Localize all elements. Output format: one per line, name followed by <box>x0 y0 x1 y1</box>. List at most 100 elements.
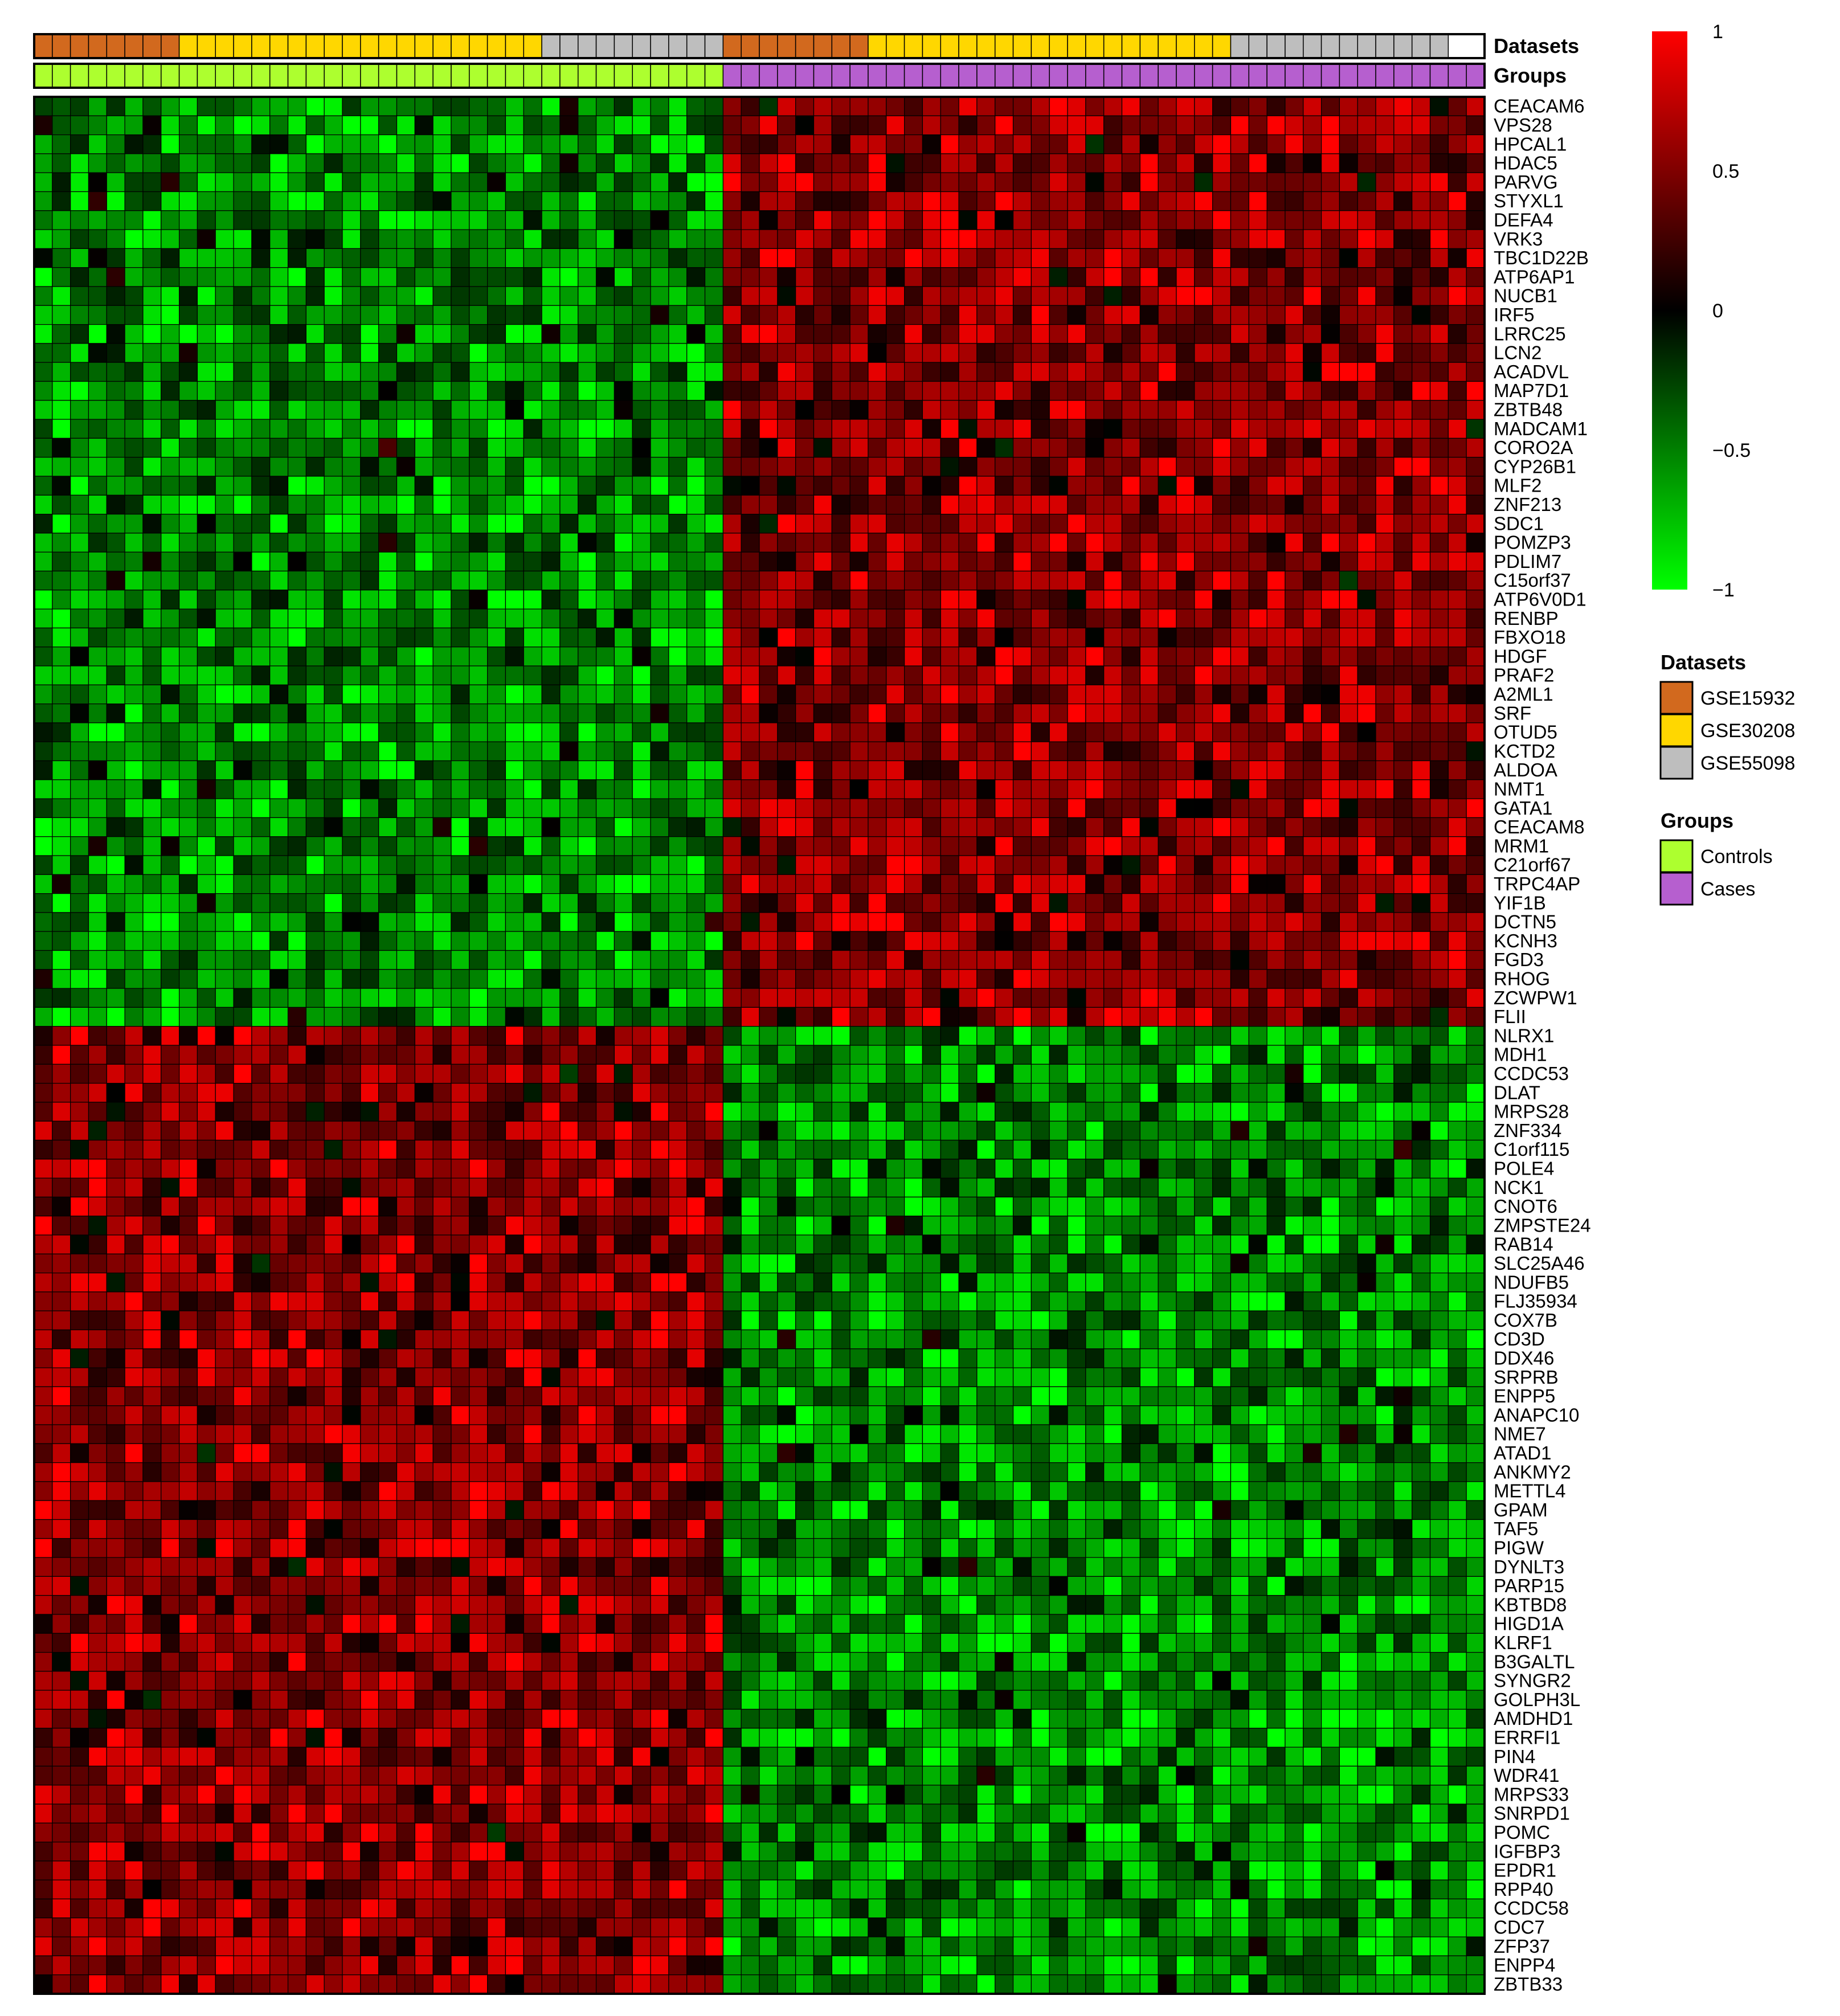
heatmap-cell <box>813 570 832 591</box>
heatmap-cell <box>414 96 434 116</box>
heatmap-cell <box>831 1102 851 1122</box>
heatmap-cell <box>722 533 742 553</box>
heatmap-cell <box>360 1064 379 1084</box>
annotation-cell <box>1012 63 1032 88</box>
heatmap-cell <box>886 798 905 818</box>
heatmap-cell <box>1049 286 1068 306</box>
heatmap-cell <box>1194 1216 1213 1236</box>
heatmap-cell <box>269 836 289 856</box>
heatmap-cell <box>1176 627 1195 648</box>
heatmap-cell <box>886 305 905 325</box>
heatmap-cell <box>1049 1121 1068 1141</box>
heatmap-cell <box>487 836 506 856</box>
heatmap-cell <box>741 836 760 856</box>
heatmap-cell <box>106 1064 125 1084</box>
heatmap-cell <box>179 1234 198 1254</box>
heatmap-cell <box>922 362 941 382</box>
annotation-cell <box>88 63 108 88</box>
heatmap-cell <box>650 1177 669 1198</box>
heatmap-cell <box>1067 210 1086 230</box>
heatmap-cell <box>595 96 615 116</box>
heatmap-cell <box>469 912 488 932</box>
heatmap-cell <box>1012 627 1032 648</box>
heatmap-cell <box>432 722 452 742</box>
heatmap-cell <box>595 760 615 780</box>
heatmap-cell <box>161 893 180 913</box>
heatmap-cell <box>578 627 597 648</box>
heatmap-cell <box>722 950 742 970</box>
heatmap-cell <box>469 570 488 591</box>
heatmap-cell <box>287 191 306 211</box>
heatmap-cell <box>215 172 234 193</box>
heatmap-cell <box>1303 836 1322 856</box>
heatmap-cell <box>777 741 796 762</box>
heatmap-cell <box>324 931 343 951</box>
heatmap-cell <box>1176 665 1195 685</box>
heatmap-cell <box>1320 437 1340 458</box>
heatmap-cell <box>88 817 107 837</box>
heatmap-cell <box>1158 533 1177 553</box>
heatmap-cell <box>595 1196 615 1217</box>
heatmap-cell <box>70 570 89 591</box>
heatmap-cell <box>233 172 252 193</box>
heatmap-cell <box>251 476 271 496</box>
heatmap-cell <box>1212 798 1232 818</box>
heatmap-cell <box>1429 1177 1449 1198</box>
heatmap-cell <box>868 760 887 780</box>
heatmap-cell <box>559 437 579 458</box>
annotation-cell <box>52 34 71 59</box>
heatmap-cell <box>1285 1082 1304 1103</box>
heatmap-cell <box>505 1216 524 1236</box>
heatmap-cell <box>595 305 615 325</box>
heatmap-cell <box>88 362 107 382</box>
heatmap-cell <box>414 551 434 572</box>
heatmap-cell <box>451 229 470 250</box>
heatmap-cell <box>1049 912 1068 932</box>
heatmap-cell <box>342 343 361 363</box>
heatmap-cell <box>451 248 470 268</box>
heatmap-cell <box>922 1216 941 1236</box>
heatmap-cell <box>1085 1196 1105 1217</box>
heatmap-cell <box>940 931 959 951</box>
heatmap-cell <box>269 419 289 439</box>
heatmap-cell <box>1303 362 1322 382</box>
heatmap-cell <box>1429 1082 1449 1103</box>
heatmap-cell <box>1303 305 1322 325</box>
heatmap-cell <box>614 1121 633 1141</box>
heatmap-cell <box>1412 362 1431 382</box>
heatmap-cell <box>668 627 688 648</box>
heatmap-cell <box>958 305 978 325</box>
annotation-cell <box>1339 63 1358 88</box>
heatmap-cell <box>1049 590 1068 610</box>
heatmap-cell <box>578 1121 597 1141</box>
heatmap-cell <box>777 1139 796 1160</box>
heatmap-cell <box>1194 1121 1213 1141</box>
heatmap-cell <box>1466 836 1485 856</box>
heatmap-cell <box>1103 1159 1123 1179</box>
heatmap-cell <box>1303 1064 1322 1084</box>
heatmap-cell <box>686 343 706 363</box>
heatmap-cell <box>1339 494 1358 515</box>
heatmap-cell <box>1412 457 1431 477</box>
heatmap-cell <box>305 779 325 799</box>
annotation-cell <box>269 63 289 88</box>
heatmap-cell <box>668 874 688 894</box>
heatmap-cell <box>487 305 506 325</box>
heatmap-cell <box>1176 1177 1195 1198</box>
heatmap-cell <box>179 1102 198 1122</box>
heatmap-cell <box>813 1064 832 1084</box>
heatmap-cell <box>940 703 959 723</box>
heatmap-cell <box>161 627 180 648</box>
heatmap-cell <box>1320 893 1340 913</box>
heatmap-cell <box>831 267 851 287</box>
heatmap-cell <box>1320 912 1340 932</box>
heatmap-cell <box>124 969 144 989</box>
heatmap-cell <box>378 647 398 666</box>
heatmap-cell <box>305 267 325 287</box>
annotation-cell <box>759 63 778 88</box>
annotation-cell <box>178 63 198 88</box>
heatmap-cell <box>1393 912 1413 932</box>
heatmap-cell <box>940 647 959 666</box>
heatmap-cell <box>414 419 434 439</box>
heatmap-cell <box>741 1102 760 1122</box>
